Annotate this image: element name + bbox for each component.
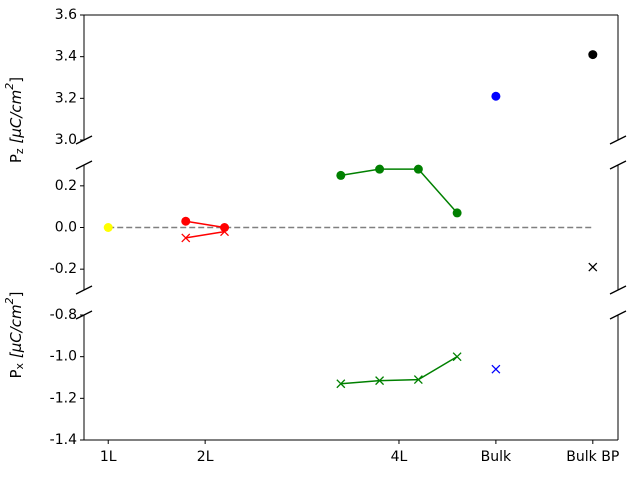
y-tick-label: -0.8 [50,307,77,323]
point [413,375,423,385]
point [181,233,191,243]
y-label-base: P [7,154,25,163]
x-tick-label: Bulk BP [566,449,619,465]
point [491,364,501,374]
y-tick-label: -0.2 [50,261,77,277]
y-label-close: ] [7,77,25,83]
point [336,170,346,180]
y-tick-label: 0.2 [55,178,77,194]
break-mark [75,285,93,295]
y-label-sub: x [13,362,26,369]
x-tick-label: 4L [391,449,408,465]
y-tick-label: -1.0 [50,349,77,365]
x-tick-label: 1L [100,449,117,465]
y-tick-label: -1.2 [50,390,77,406]
y-label-sup: 2 [3,297,16,304]
series-line [340,168,458,214]
y-label-close: ] [7,292,25,298]
point [452,208,462,218]
y-tick-label: -1.4 [50,432,77,448]
series-line [185,230,225,239]
y-tick-label: 3.4 [55,49,77,65]
break-mark [609,160,627,170]
point [336,379,346,389]
series-line [340,356,458,385]
y-tick-label: 3.6 [55,7,77,23]
break-mark [609,310,627,320]
x-tick-label: Bulk [481,449,512,465]
point [181,216,191,226]
point [220,227,229,237]
point [491,91,501,101]
break-mark [75,160,93,170]
point [588,262,598,272]
y-label-sup: 2 [3,83,16,90]
break-mark [609,135,627,145]
x-tick-label: 2L [197,449,214,465]
y-axis-label: Px [μC/cm2] [3,292,26,379]
y-label-unit: [μC/cm [7,304,25,363]
point [103,223,113,232]
point [452,352,462,362]
break-mark [609,285,627,295]
point [588,50,598,60]
point [375,376,385,386]
point [220,223,230,232]
point [375,164,385,174]
y-tick-label: 3.2 [55,90,77,106]
y-axis-label: Pz [μC/cm2] [3,77,26,163]
y-tick-label: 3.0 [55,132,77,148]
point [413,164,423,174]
y-label-unit: [μC/cm [7,90,25,149]
y-tick-label: 0.0 [55,220,77,236]
series-line [185,220,225,229]
y-label-base: P [7,369,25,378]
y-label-sub: z [13,148,26,154]
